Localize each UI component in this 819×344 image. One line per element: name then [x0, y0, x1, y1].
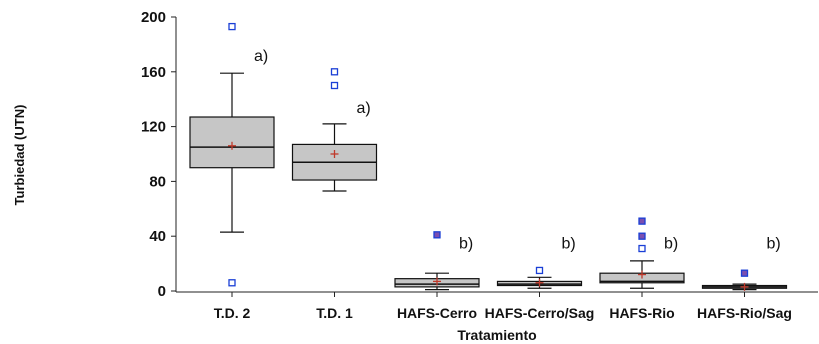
group-annotation: b) — [664, 236, 678, 253]
group-annotation: a) — [254, 48, 268, 65]
group-annotation: b) — [767, 236, 781, 253]
x-tick-label: HAFS-Cerro — [397, 305, 477, 321]
y-tick-label: 0 — [158, 283, 166, 300]
x-axis-ticks: T.D. 2 T.D. 1 HAFS-Cerro HAFS-Cerro/Sag HAFS… — [214, 292, 792, 321]
x-axis-label: Tratamiento — [457, 327, 536, 343]
group-annotation: b) — [562, 236, 576, 253]
y-tick-label: 120 — [141, 119, 166, 136]
outlier-point — [228, 22, 236, 31]
y-tick-label: 40 — [149, 228, 166, 245]
y-tick-label: 80 — [149, 173, 166, 190]
outlier-point — [330, 68, 339, 76]
outlier-point — [535, 266, 544, 275]
box-1: a) — [189, 22, 275, 287]
x-tick-label: T.D. 2 — [214, 305, 251, 321]
group-annotation: a) — [357, 100, 371, 117]
box-3: b) — [394, 231, 480, 291]
box-2: a) — [291, 68, 378, 192]
outlier-point — [740, 269, 749, 277]
outlier-point — [228, 279, 236, 287]
outlier-point — [638, 232, 646, 240]
y-tick-label: 200 — [141, 9, 166, 26]
boxes-group: a) a) b) b) b) b) — [189, 22, 788, 291]
group-annotation: b) — [459, 236, 473, 253]
outlier-point — [638, 217, 646, 225]
box-5: b) — [599, 217, 685, 289]
x-tick-label: HAFS-Rio — [609, 305, 674, 321]
x-tick-label: HAFS-Rio/Sag — [697, 305, 792, 321]
outlier-point — [330, 81, 339, 90]
box-4: b) — [496, 236, 583, 289]
y-tick-label: 160 — [141, 64, 166, 81]
box-6: b) — [701, 236, 788, 291]
x-tick-label: HAFS-Cerro/Sag — [485, 305, 595, 321]
y-axis-label: Turbiedad (UTN) — [12, 105, 27, 206]
outlier-point — [638, 244, 646, 253]
y-axis-ticks: 0 40 80 120 160 200 — [141, 9, 176, 300]
outlier-point — [433, 231, 441, 239]
x-tick-label: T.D. 1 — [316, 305, 353, 321]
